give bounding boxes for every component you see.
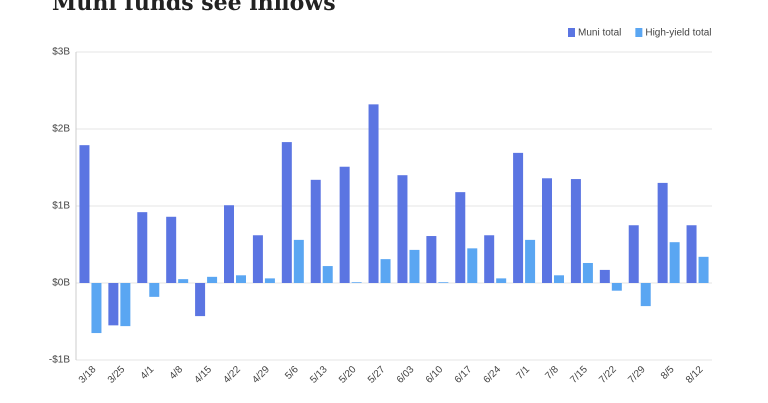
bar	[467, 248, 478, 283]
bar	[149, 283, 160, 297]
bar	[542, 178, 552, 283]
bar	[310, 179, 321, 283]
x-tick-label: 6/24	[482, 364, 504, 386]
bar	[368, 104, 379, 283]
x-tick-label: 5/6	[283, 364, 301, 382]
x-tick-label: 4/8	[168, 364, 186, 382]
bar	[264, 278, 275, 283]
bar	[293, 239, 304, 283]
bar	[513, 152, 524, 283]
bar	[599, 269, 610, 283]
legend-swatch	[568, 28, 575, 37]
y-tick-label: $1B	[52, 201, 70, 212]
y-tick-label: $0B	[52, 278, 70, 289]
x-tick-label: 5/13	[308, 364, 330, 386]
x-tick-label: 4/1	[139, 364, 157, 382]
x-tick-label: 8/12	[684, 364, 706, 386]
x-tick-label: 5/20	[337, 364, 359, 386]
bar	[322, 266, 333, 283]
x-tick-label: 3/25	[106, 364, 128, 386]
x-tick-label: 3/18	[77, 364, 99, 386]
chart-title: Muni funds see inflows	[52, 0, 336, 16]
bar	[380, 259, 391, 283]
x-tick-label: 7/15	[568, 364, 590, 386]
bar	[178, 279, 189, 283]
bar	[224, 205, 234, 283]
bar	[397, 175, 408, 283]
bar	[426, 236, 437, 283]
bar	[455, 192, 466, 283]
bar	[79, 145, 90, 283]
bar	[657, 182, 668, 283]
bar	[496, 278, 507, 283]
y-tick-label: -$1B	[49, 355, 70, 366]
bar	[484, 235, 495, 283]
bar	[108, 283, 119, 326]
bar	[252, 235, 263, 283]
bar	[554, 275, 564, 283]
bar	[409, 249, 420, 283]
bar	[166, 216, 177, 283]
x-tick-label: 8/5	[659, 364, 677, 382]
bar	[698, 256, 709, 283]
bar	[582, 262, 593, 283]
x-tick-label: 7/29	[626, 364, 648, 386]
x-tick-label: 4/22	[221, 364, 243, 386]
bar	[611, 283, 622, 291]
x-tick-label: 4/29	[250, 364, 272, 386]
x-tick-label: 7/22	[597, 364, 619, 386]
x-tick-label: 6/17	[453, 364, 475, 386]
bar	[236, 275, 246, 283]
bar	[91, 283, 102, 334]
bar	[281, 142, 292, 283]
legend-swatch	[635, 28, 643, 37]
x-tick-label: 6/03	[395, 364, 417, 386]
bar	[438, 282, 449, 283]
bar	[120, 283, 131, 327]
bar	[351, 282, 362, 283]
bar	[195, 283, 206, 317]
x-tick-label: 7/1	[514, 364, 532, 382]
y-tick-label: $2B	[52, 124, 70, 135]
bar	[686, 225, 697, 283]
legend-label: Muni total	[578, 28, 621, 39]
bar	[339, 166, 350, 283]
bar	[570, 179, 581, 283]
bar	[640, 283, 651, 307]
x-tick-label: 7/8	[543, 364, 561, 382]
bar	[137, 212, 148, 283]
bar	[628, 225, 639, 283]
legend-label: High-yield total	[645, 28, 711, 39]
bar	[207, 276, 218, 283]
bar	[525, 239, 536, 283]
bar	[669, 242, 680, 283]
y-tick-label: $3B	[52, 47, 70, 58]
x-tick-label: 4/15	[193, 364, 215, 386]
x-tick-label: 6/10	[424, 364, 446, 386]
x-tick-label: 5/27	[366, 364, 388, 386]
